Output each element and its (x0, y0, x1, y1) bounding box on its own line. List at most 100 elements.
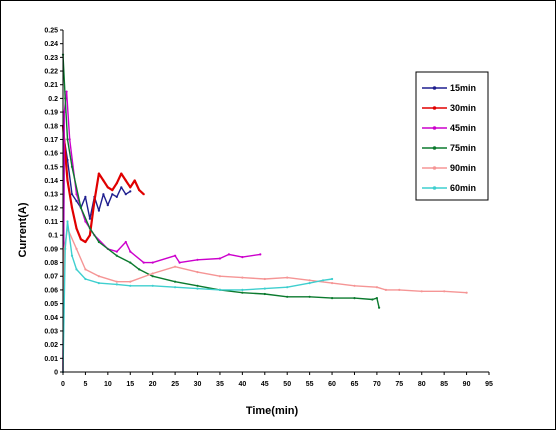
y-tick-label: 0.24 (44, 41, 58, 48)
data-point-60min (174, 286, 177, 289)
x-tick-label: 50 (283, 381, 291, 388)
data-point-90min (263, 277, 266, 281)
data-point-45min (63, 111, 66, 114)
x-tick-label: 10 (104, 381, 112, 388)
data-point-60min (115, 283, 118, 286)
data-point-75min (353, 297, 356, 300)
data-point-15min (70, 193, 74, 196)
y-tick-label: 0.01 (44, 356, 58, 363)
data-point-90min (84, 268, 87, 271)
data-point-90min (420, 290, 423, 293)
data-point-90min (353, 284, 356, 287)
y-axis-title: Current(A) (17, 202, 29, 257)
x-tick-label: 90 (463, 381, 471, 388)
data-point-60min (308, 282, 311, 285)
data-point-45min (241, 256, 244, 259)
data-point-15min (129, 190, 132, 193)
data-point-45min (75, 193, 78, 196)
data-point-90min (465, 291, 468, 294)
data-point-60min (286, 286, 289, 289)
data-point-30min (93, 199, 96, 203)
data-point-60min (196, 287, 199, 290)
legend-marker (432, 106, 437, 110)
data-point-15min (124, 193, 127, 196)
y-tick-label: 0.02 (44, 342, 58, 349)
data-point-60min (84, 277, 87, 281)
data-point-90min (196, 271, 199, 274)
y-tick-label: 0.16 (44, 151, 58, 158)
data-point-45min (259, 253, 262, 256)
data-point-30min (115, 182, 118, 185)
x-tick-label: 95 (485, 381, 493, 388)
data-point-15min (102, 193, 105, 196)
x-tick-label: 15 (126, 381, 134, 388)
legend-box (415, 71, 489, 201)
data-point-90min (129, 280, 132, 283)
data-point-75min (371, 298, 374, 301)
x-axis-title: Time(min) (246, 405, 299, 417)
data-point-30min (120, 172, 123, 175)
data-point-90min (115, 280, 118, 283)
data-point-60min (218, 288, 221, 291)
y-tick-label: 0.12 (44, 205, 58, 212)
legend-label: 30min (450, 103, 476, 113)
data-point-45min (196, 258, 199, 261)
y-tick-label: 0.03 (44, 328, 58, 335)
y-tick-label: 0 (54, 370, 58, 377)
x-tick-label: 20 (149, 381, 157, 388)
data-point-75min (70, 165, 74, 168)
data-point-15min (115, 195, 118, 198)
data-point-60min (75, 268, 78, 271)
x-tick-label: 25 (171, 381, 179, 388)
y-tick-label: 0.19 (44, 110, 58, 117)
data-point-30min (138, 189, 141, 192)
data-point-30min (102, 179, 105, 182)
y-tick-label: 0.21 (44, 82, 58, 89)
data-point-75min (97, 240, 100, 244)
data-point-15min (97, 209, 100, 212)
data-point-15min (84, 195, 87, 198)
data-point-75min (174, 280, 177, 283)
data-point-75min (64, 97, 67, 100)
data-point-45min (129, 250, 132, 253)
data-point-75min (286, 295, 289, 298)
x-tick-label: 45 (261, 381, 269, 388)
data-point-60min (66, 220, 69, 223)
data-point-30min (88, 234, 91, 237)
data-point-45min (124, 240, 127, 244)
data-point-30min (133, 179, 136, 182)
y-tick-label: 0.06 (44, 287, 58, 294)
data-point-45min (227, 253, 230, 256)
data-point-75min (331, 297, 334, 300)
data-point-90min (174, 265, 177, 268)
x-tick-label: 75 (395, 381, 403, 388)
y-tick-label: 0.11 (45, 219, 58, 226)
data-point-90min (97, 275, 100, 278)
data-point-75min (129, 261, 132, 264)
data-point-60min (241, 288, 244, 291)
x-tick-label: 35 (216, 381, 224, 388)
data-point-75min (138, 268, 141, 271)
y-tick-label: 0.25 (44, 28, 58, 35)
x-tick-label: 70 (373, 381, 381, 388)
legend-label: 60min (450, 183, 476, 193)
data-point-45min (174, 254, 177, 257)
x-tick-label: 65 (351, 381, 359, 388)
data-point-30min (111, 189, 114, 192)
series-line-75min (62, 54, 380, 308)
data-point-60min (151, 284, 154, 287)
data-point-60min (97, 282, 100, 285)
data-point-30min (79, 238, 82, 241)
data-point-90min (443, 290, 446, 293)
legend-label: 90min (450, 163, 476, 173)
data-point-90min (331, 282, 334, 285)
y-tick-label: 0.18 (44, 123, 58, 130)
data-point-15min (88, 217, 91, 220)
data-point-90min (384, 288, 387, 291)
plot-lines (61, 53, 468, 374)
data-point-30min (129, 186, 132, 189)
data-point-90min (218, 275, 221, 278)
legend-marker (432, 186, 437, 190)
axes (62, 30, 489, 373)
y-tick-label: 0.22 (44, 69, 58, 76)
